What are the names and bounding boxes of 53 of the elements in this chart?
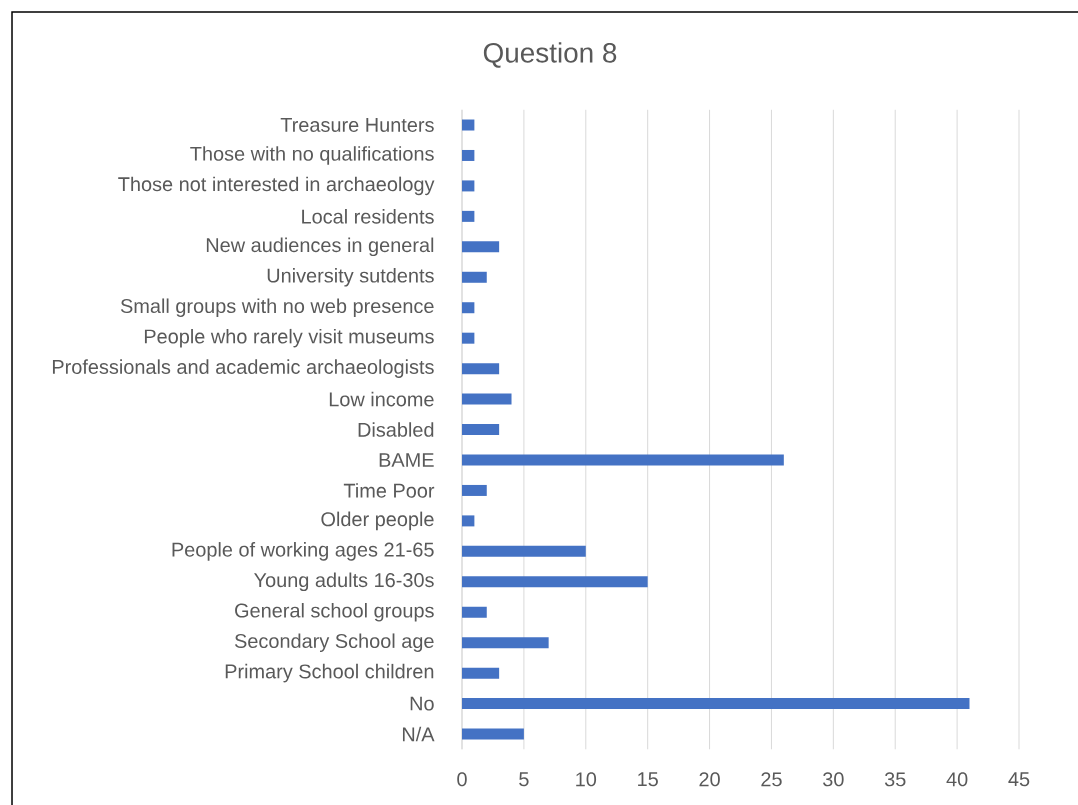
y-tick-label: Disabled: [358, 422, 434, 437]
y-tick-label: Low income: [329, 391, 434, 407]
y-tick-label: No: [410, 696, 434, 711]
bar: [462, 149, 475, 161]
bar: [462, 180, 475, 192]
y-tick-label: New audiences in general: [206, 237, 434, 257]
chart-title: Question 8: [483, 42, 617, 68]
y-tick-label: Those with no qualifications: [190, 146, 434, 165]
x-tick-label: 10: [576, 772, 597, 787]
bar: [462, 424, 500, 436]
bar: [462, 545, 586, 557]
bar: [462, 271, 487, 283]
bar: [462, 637, 549, 649]
x-tick-label: 35: [884, 772, 906, 787]
x-tick-label: 25: [761, 772, 782, 787]
y-tick-label: People who rarely visit museums: [144, 328, 434, 348]
bar: [462, 606, 487, 618]
y-tick-label: Local residents: [302, 209, 434, 224]
x-tick-label: 45: [1008, 772, 1030, 787]
bar: [462, 210, 475, 222]
bar: [462, 728, 524, 740]
y-tick-label: Small groups with no web presence: [120, 298, 434, 318]
y-tick-label: BAME: [379, 453, 434, 467]
y-tick-label: N/A: [402, 726, 435, 742]
y-tick-label: General school groups: [235, 602, 434, 622]
bar: [462, 454, 784, 466]
bar: [462, 484, 487, 496]
bar: [462, 667, 500, 679]
y-tick-label: Treasure Hunters: [280, 118, 434, 132]
x-tick-label: 0: [457, 772, 467, 787]
y-tick-label: University sutdents: [267, 267, 434, 287]
y-tick-label: Time Poor: [343, 483, 435, 498]
bar: [462, 332, 475, 344]
y-tick-label: Professionals and academic archaeologists: [52, 359, 434, 378]
bar: [462, 698, 970, 710]
y-tick-label: Primary School children: [225, 663, 434, 683]
x-tick-label: 5: [519, 772, 529, 787]
y-tick-label: Secondary School age: [234, 633, 434, 652]
y-tick-label: Young adults 16-30s: [254, 572, 434, 592]
bar: [462, 515, 475, 527]
y-tick-label: Those not interested in archaeology: [118, 176, 435, 196]
y-tick-label: People of working ages 21-65: [172, 542, 434, 561]
bar: [462, 119, 475, 131]
x-tick-label: 40: [946, 772, 968, 787]
x-tick-label: 15: [638, 772, 658, 787]
bar: [462, 241, 500, 253]
y-tick-label: Older people: [321, 511, 434, 531]
x-tick-label: 20: [699, 772, 720, 787]
bar: [462, 302, 475, 314]
bar: [462, 576, 648, 588]
bar: [462, 393, 512, 405]
bar: [462, 363, 500, 375]
x-tick-label: 30: [823, 772, 844, 787]
